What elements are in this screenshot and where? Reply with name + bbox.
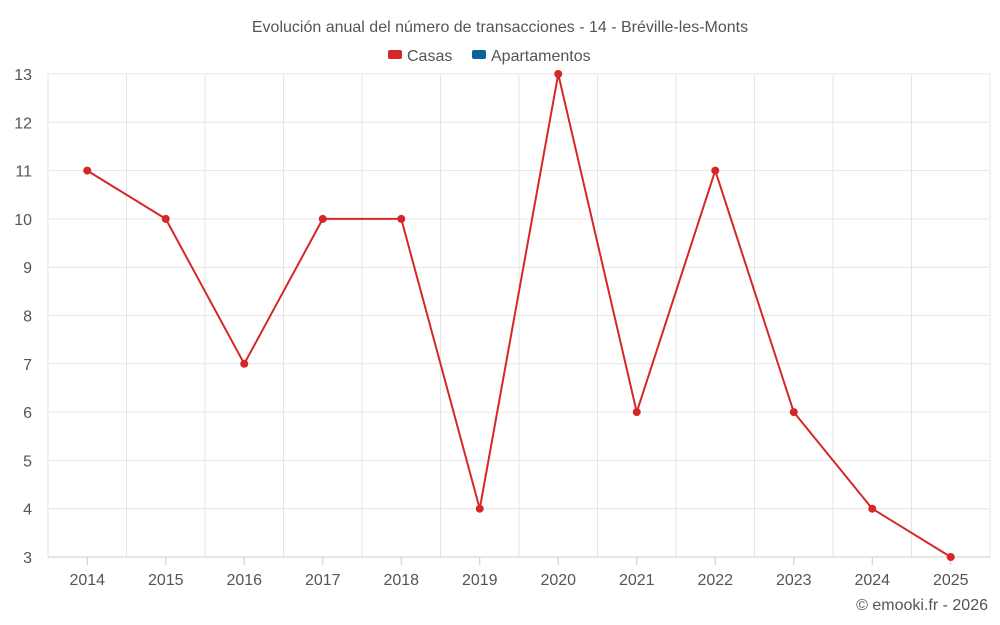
- data-point[interactable]: [240, 359, 249, 368]
- x-tick-label: 2023: [776, 572, 812, 589]
- data-point[interactable]: [789, 408, 798, 417]
- y-axis: 3 4 5 6 7 8 9 10 11 12 13: [14, 67, 32, 567]
- x-tick-label: 2018: [383, 572, 419, 589]
- x-tick-label: 2024: [854, 572, 890, 589]
- x-tick-label: 2020: [540, 572, 576, 589]
- x-tick-label: 2015: [148, 572, 184, 589]
- y-tick-label: 8: [23, 309, 32, 326]
- y-tick-label: 12: [14, 115, 32, 132]
- legend-item-casas[interactable]: Casas: [388, 48, 452, 65]
- y-tick-label: 10: [14, 212, 32, 229]
- series-line-casas: [86, 73, 952, 558]
- data-point[interactable]: [83, 166, 92, 175]
- legend: Casas Apartamentos: [388, 48, 591, 65]
- series: [83, 70, 955, 561]
- x-tick-label: 2022: [697, 572, 733, 589]
- y-tick-label: 3: [23, 550, 32, 567]
- grid: [47, 73, 991, 557]
- legend-swatch-apartamentos: [472, 50, 486, 59]
- x-axis: 2014 2015 2016 2017 2018 2019 2020 2021 2022 2023…: [48, 556, 990, 589]
- x-tick-label: 2019: [462, 572, 498, 589]
- credit-text: © emooki.fr - 2026: [856, 597, 988, 614]
- legend-swatch-casas: [388, 50, 402, 59]
- data-point[interactable]: [161, 214, 170, 223]
- data-point[interactable]: [554, 70, 563, 78]
- legend-item-apartamentos[interactable]: Apartamentos: [472, 48, 591, 65]
- legend-label-casas: Casas: [407, 48, 452, 65]
- data-point[interactable]: [318, 214, 327, 223]
- x-tick-label: 2025: [933, 572, 969, 589]
- x-tick-label: 2017: [305, 572, 341, 589]
- x-tick-label: 2014: [69, 572, 105, 589]
- y-tick-label: 11: [15, 164, 32, 181]
- x-tick-label: 2021: [619, 572, 655, 589]
- chart-title: Evolución anual del número de transaccio…: [252, 19, 748, 36]
- data-point[interactable]: [397, 214, 406, 223]
- y-tick-label: 6: [23, 405, 32, 422]
- data-point[interactable]: [868, 504, 877, 513]
- data-point[interactable]: [475, 504, 484, 513]
- y-tick-label: 4: [23, 502, 32, 519]
- legend-label-apartamentos: Apartamentos: [491, 48, 591, 65]
- x-tick-label: 2016: [226, 572, 262, 589]
- data-point[interactable]: [632, 408, 641, 417]
- y-tick-label: 5: [23, 453, 32, 470]
- y-tick-label: 9: [23, 260, 32, 277]
- data-point[interactable]: [711, 166, 720, 175]
- y-tick-label: 7: [23, 357, 32, 374]
- y-tick-label: 13: [14, 67, 32, 84]
- data-point[interactable]: [946, 553, 955, 561]
